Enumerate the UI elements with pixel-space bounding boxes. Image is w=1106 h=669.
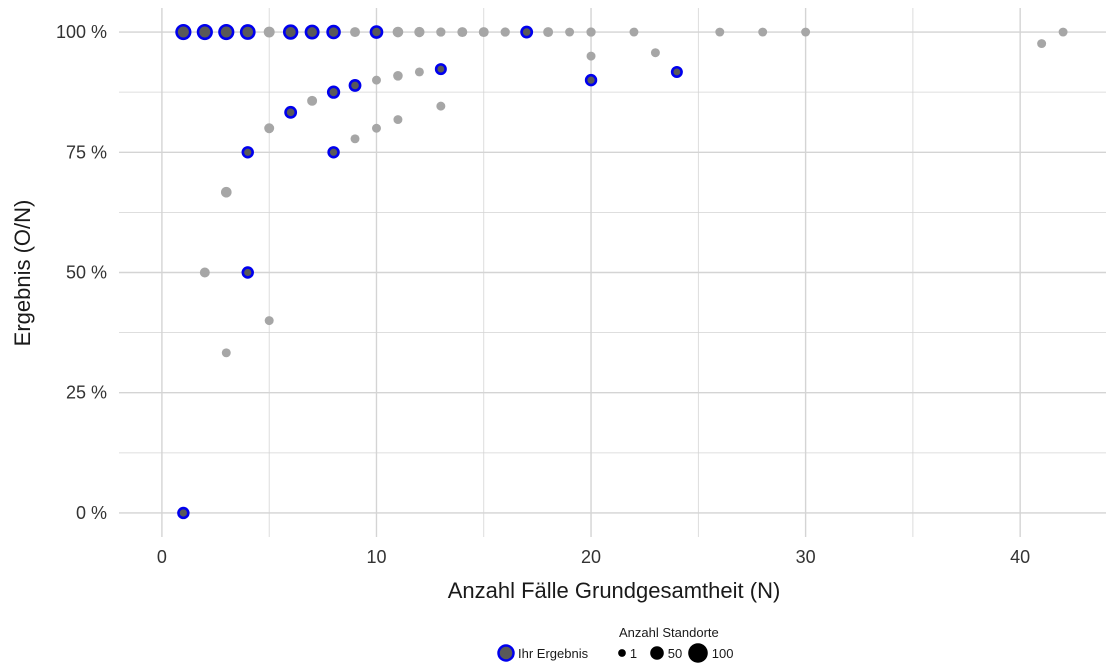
background-point [500, 27, 510, 37]
background-point [565, 27, 575, 37]
legend-highlight-label: Ihr Ergebnis [518, 646, 589, 661]
background-point [436, 27, 446, 37]
legend-size-entries: 1 50 100 [618, 643, 734, 663]
y-tick-label: 25 % [66, 383, 107, 403]
background-point [350, 27, 360, 38]
legend-size-label: 100 [712, 646, 734, 661]
legend-size-label: 50 [668, 646, 682, 661]
y-tick-label: 75 % [66, 142, 107, 162]
background-point [372, 75, 381, 85]
legend-highlight-marker [497, 644, 515, 662]
highlight-point [326, 24, 341, 40]
highlight-point [177, 506, 190, 520]
x-tick-label: 10 [366, 547, 386, 567]
background-point [1058, 27, 1068, 37]
grid-layer [119, 8, 1106, 537]
background-points [199, 26, 1068, 358]
y-tick-label: 100 % [56, 22, 107, 42]
background-point [801, 27, 811, 37]
highlight-point [327, 146, 340, 159]
background-point [414, 26, 425, 38]
highlight-point [348, 79, 362, 92]
highlight-point [584, 73, 598, 87]
background-point [543, 27, 554, 38]
highlight-point [241, 266, 254, 279]
legend: Ihr Ergebnis Anzahl Standorte 1 50 100 [497, 625, 734, 663]
background-point [392, 26, 404, 38]
background-point [1037, 39, 1047, 49]
legend-size-marker [650, 646, 664, 660]
background-point [393, 115, 403, 125]
legend-size-label: 1 [630, 646, 637, 661]
x-tick-label: 30 [796, 547, 816, 567]
background-point [393, 71, 403, 81]
background-point [457, 27, 468, 38]
axis-layer: 0 10 20 30 40 0 % 25 % 50 % 75 % 100 % [56, 22, 1030, 567]
highlight-points [175, 23, 683, 520]
highlight-point [369, 25, 384, 39]
background-point [586, 51, 596, 61]
legend-size-marker [618, 649, 626, 657]
highlight-point [326, 85, 341, 99]
x-tick-label: 40 [1010, 547, 1030, 567]
highlight-point [670, 65, 683, 78]
background-point [414, 67, 424, 77]
background-point [221, 348, 231, 358]
background-point [350, 134, 360, 144]
highlight-point [175, 23, 192, 41]
background-point [199, 267, 210, 278]
background-point [715, 27, 725, 37]
background-point [263, 26, 275, 38]
highlight-point [196, 23, 213, 41]
background-point [650, 48, 660, 58]
legend-size-title: Anzahl Standorte [619, 625, 719, 640]
highlight-point [218, 23, 235, 41]
highlight-point [284, 105, 298, 119]
background-point [586, 27, 596, 37]
highlight-point [520, 25, 534, 39]
background-point [264, 316, 274, 326]
x-axis-title: Anzahl Fälle Grundgesamtheit (N) [448, 578, 781, 603]
background-point [372, 123, 381, 133]
highlight-point [239, 24, 256, 40]
highlight-point [282, 24, 299, 40]
x-tick-label: 0 [157, 547, 167, 567]
legend-size-marker [688, 643, 708, 663]
background-point [264, 123, 275, 134]
highlight-point [241, 146, 254, 159]
x-tick-label: 20 [581, 547, 601, 567]
y-axis-title: Ergebnis (O/N) [10, 200, 35, 347]
background-point [629, 27, 639, 37]
highlight-point [304, 24, 320, 40]
background-point [220, 186, 232, 198]
background-point [436, 101, 446, 111]
highlight-point [434, 63, 447, 76]
background-point [758, 27, 768, 37]
background-point [478, 27, 489, 38]
background-point [307, 95, 318, 106]
y-tick-label: 0 % [76, 503, 107, 523]
y-tick-label: 50 % [66, 263, 107, 283]
